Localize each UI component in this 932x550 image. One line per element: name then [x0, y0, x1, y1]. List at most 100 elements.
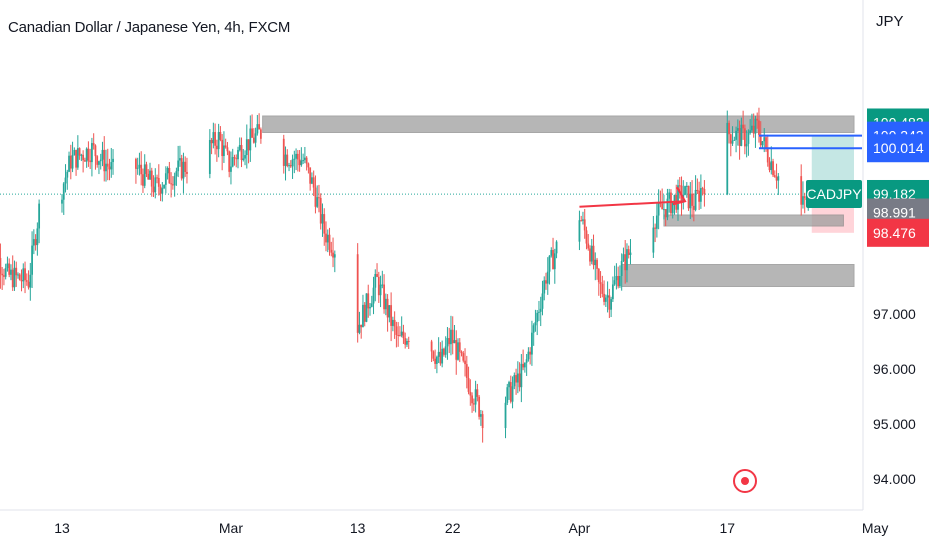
candle-body	[80, 154, 83, 156]
candle-body	[224, 145, 227, 148]
candle-body	[25, 280, 28, 282]
candle-body	[726, 122, 729, 195]
candle-body	[68, 155, 70, 172]
candle-body	[622, 254, 625, 261]
candle-body	[775, 176, 778, 181]
candle-body	[749, 130, 752, 133]
candle-body	[112, 158, 114, 163]
candle-body	[142, 174, 144, 186]
candle-body	[543, 280, 546, 294]
candle-body	[619, 275, 621, 287]
candle-body	[356, 254, 359, 333]
candle-body	[597, 268, 600, 283]
candle-body	[311, 177, 313, 184]
candle-body	[184, 161, 187, 172]
candle-body	[175, 171, 178, 177]
record-icon[interactable]	[733, 469, 757, 493]
candle-body	[173, 176, 176, 186]
candle-body	[217, 131, 220, 150]
candle-body	[508, 382, 510, 388]
candle-body	[536, 312, 539, 323]
price-tick-label: 95.000	[873, 416, 916, 432]
candle-body	[61, 199, 63, 204]
candle-body	[677, 185, 679, 210]
price-tick-label: 97.000	[873, 306, 916, 322]
price-axis[interactable]: 94.000 95.000 96.000 97.000	[873, 306, 916, 487]
candle-body	[448, 338, 451, 345]
candle-body	[235, 158, 238, 160]
candle-body	[332, 252, 334, 258]
candle-body	[541, 293, 544, 309]
candle-body	[534, 322, 537, 326]
candle-body	[766, 147, 769, 163]
time-axis[interactable]: 13 Mar 13 22 Apr 17 May	[54, 520, 888, 536]
candle-body	[147, 173, 150, 180]
candle-body	[765, 137, 767, 148]
candle-body	[0, 257, 2, 274]
price-tick-label: 96.000	[873, 361, 916, 377]
candle-body	[763, 137, 766, 142]
candle-body	[578, 220, 581, 242]
candle-body	[738, 128, 741, 146]
candle-body	[103, 149, 106, 172]
drawings-layer	[579, 134, 862, 208]
candle-body	[31, 245, 33, 275]
price-tag-value: 98.991	[873, 204, 916, 220]
candle-body	[259, 129, 262, 139]
candle-body	[596, 259, 598, 269]
candle-body	[773, 175, 776, 177]
symbol-tag	[806, 179, 862, 208]
candle-body	[687, 185, 690, 209]
candle-body	[701, 188, 704, 190]
candle-body	[525, 359, 528, 363]
candle-body	[374, 274, 377, 288]
candle-body	[747, 132, 750, 144]
price-tag	[867, 134, 929, 163]
candle-body	[692, 205, 695, 210]
candle-body	[441, 348, 444, 364]
candle-body	[689, 193, 692, 209]
candle-body	[671, 201, 674, 214]
candle-body	[27, 281, 30, 288]
candle-body	[402, 331, 405, 339]
candle-body	[455, 340, 458, 360]
candle-body	[223, 145, 225, 157]
candles-layer	[0, 107, 813, 443]
candle-body	[166, 167, 169, 174]
candle-body	[397, 334, 400, 336]
candle-body	[553, 253, 556, 270]
candle-body	[624, 254, 627, 271]
candle-body	[469, 391, 472, 396]
candle-body	[777, 176, 780, 181]
candle-body	[439, 351, 442, 364]
candle-body	[319, 197, 322, 224]
candle-body	[11, 269, 14, 288]
candle-body	[233, 157, 236, 159]
candle-body	[32, 239, 35, 246]
arrow-head	[672, 186, 687, 206]
candle-body	[245, 139, 248, 156]
candle-body	[655, 215, 658, 229]
candle-body	[555, 241, 558, 254]
candle-body	[328, 234, 331, 250]
candle-body	[286, 154, 289, 167]
candle-body	[395, 326, 398, 335]
candle-body	[506, 387, 509, 403]
candle-body	[96, 156, 99, 165]
candle-body	[242, 158, 245, 160]
candle-body	[613, 280, 616, 285]
candle-body	[78, 148, 81, 156]
candle-body	[83, 160, 86, 162]
candle-body	[171, 184, 174, 186]
candle-body	[293, 158, 296, 160]
candle-body	[472, 403, 475, 405]
candle-body	[728, 122, 730, 135]
candle-body	[376, 274, 378, 277]
candle-body	[532, 325, 535, 333]
candle-body	[228, 151, 231, 172]
candle-body	[552, 250, 554, 270]
candle-body	[258, 124, 261, 130]
candle-body	[800, 176, 803, 205]
candle-body	[309, 167, 312, 184]
